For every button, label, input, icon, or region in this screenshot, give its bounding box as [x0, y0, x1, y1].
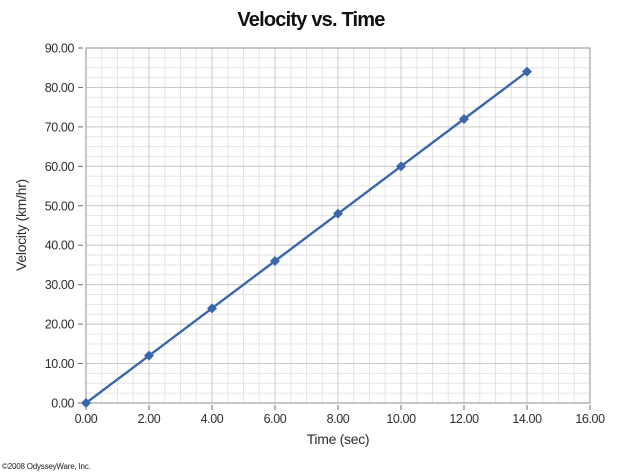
- data-point-marker: [459, 114, 469, 124]
- y-tick-label: 90.00: [45, 42, 75, 56]
- x-tick-label: 4.00: [201, 412, 224, 426]
- x-tick-label: 8.00: [327, 412, 350, 426]
- y-tick-label: 50.00: [45, 199, 75, 213]
- x-tick-label: 12.00: [449, 412, 479, 426]
- x-tick-label: 10.00: [386, 412, 416, 426]
- x-tick-label: 2.00: [138, 412, 161, 426]
- y-tick-label: 60.00: [45, 160, 75, 174]
- y-tick-label: 80.00: [45, 81, 75, 95]
- x-axis-title: Time (sec): [306, 431, 370, 447]
- plot-border: [85, 47, 591, 404]
- y-tick-label: 70.00: [45, 120, 75, 134]
- data-point-marker: [207, 303, 217, 314]
- x-tick-label: 14.00: [512, 412, 542, 426]
- data-point-marker: [333, 208, 343, 219]
- y-tick-label: 10.00: [45, 357, 75, 371]
- series-line: [84, 70, 529, 405]
- y-tick-label: 30.00: [45, 278, 75, 292]
- x-tick-label: 16.00: [575, 412, 605, 426]
- data-point-marker: [522, 66, 532, 77]
- data-point-marker: [270, 256, 280, 266]
- copyright-text: ©2008 OdysseyWare, Inc.: [2, 462, 91, 471]
- y-tick-label: 20.00: [45, 318, 75, 332]
- y-tick-label: 40.00: [45, 239, 75, 253]
- x-tick-label: 6.00: [264, 412, 287, 426]
- y-tick-label: 0.00: [51, 397, 74, 411]
- data-point-marker: [396, 161, 406, 172]
- data-point-marker: [81, 398, 91, 408]
- data-point-marker: [144, 350, 154, 361]
- x-tick-label: 0.00: [75, 412, 98, 426]
- chart-title: Velocity vs. Time: [237, 9, 385, 31]
- y-axis-title: Velocity (km/hr): [13, 179, 29, 271]
